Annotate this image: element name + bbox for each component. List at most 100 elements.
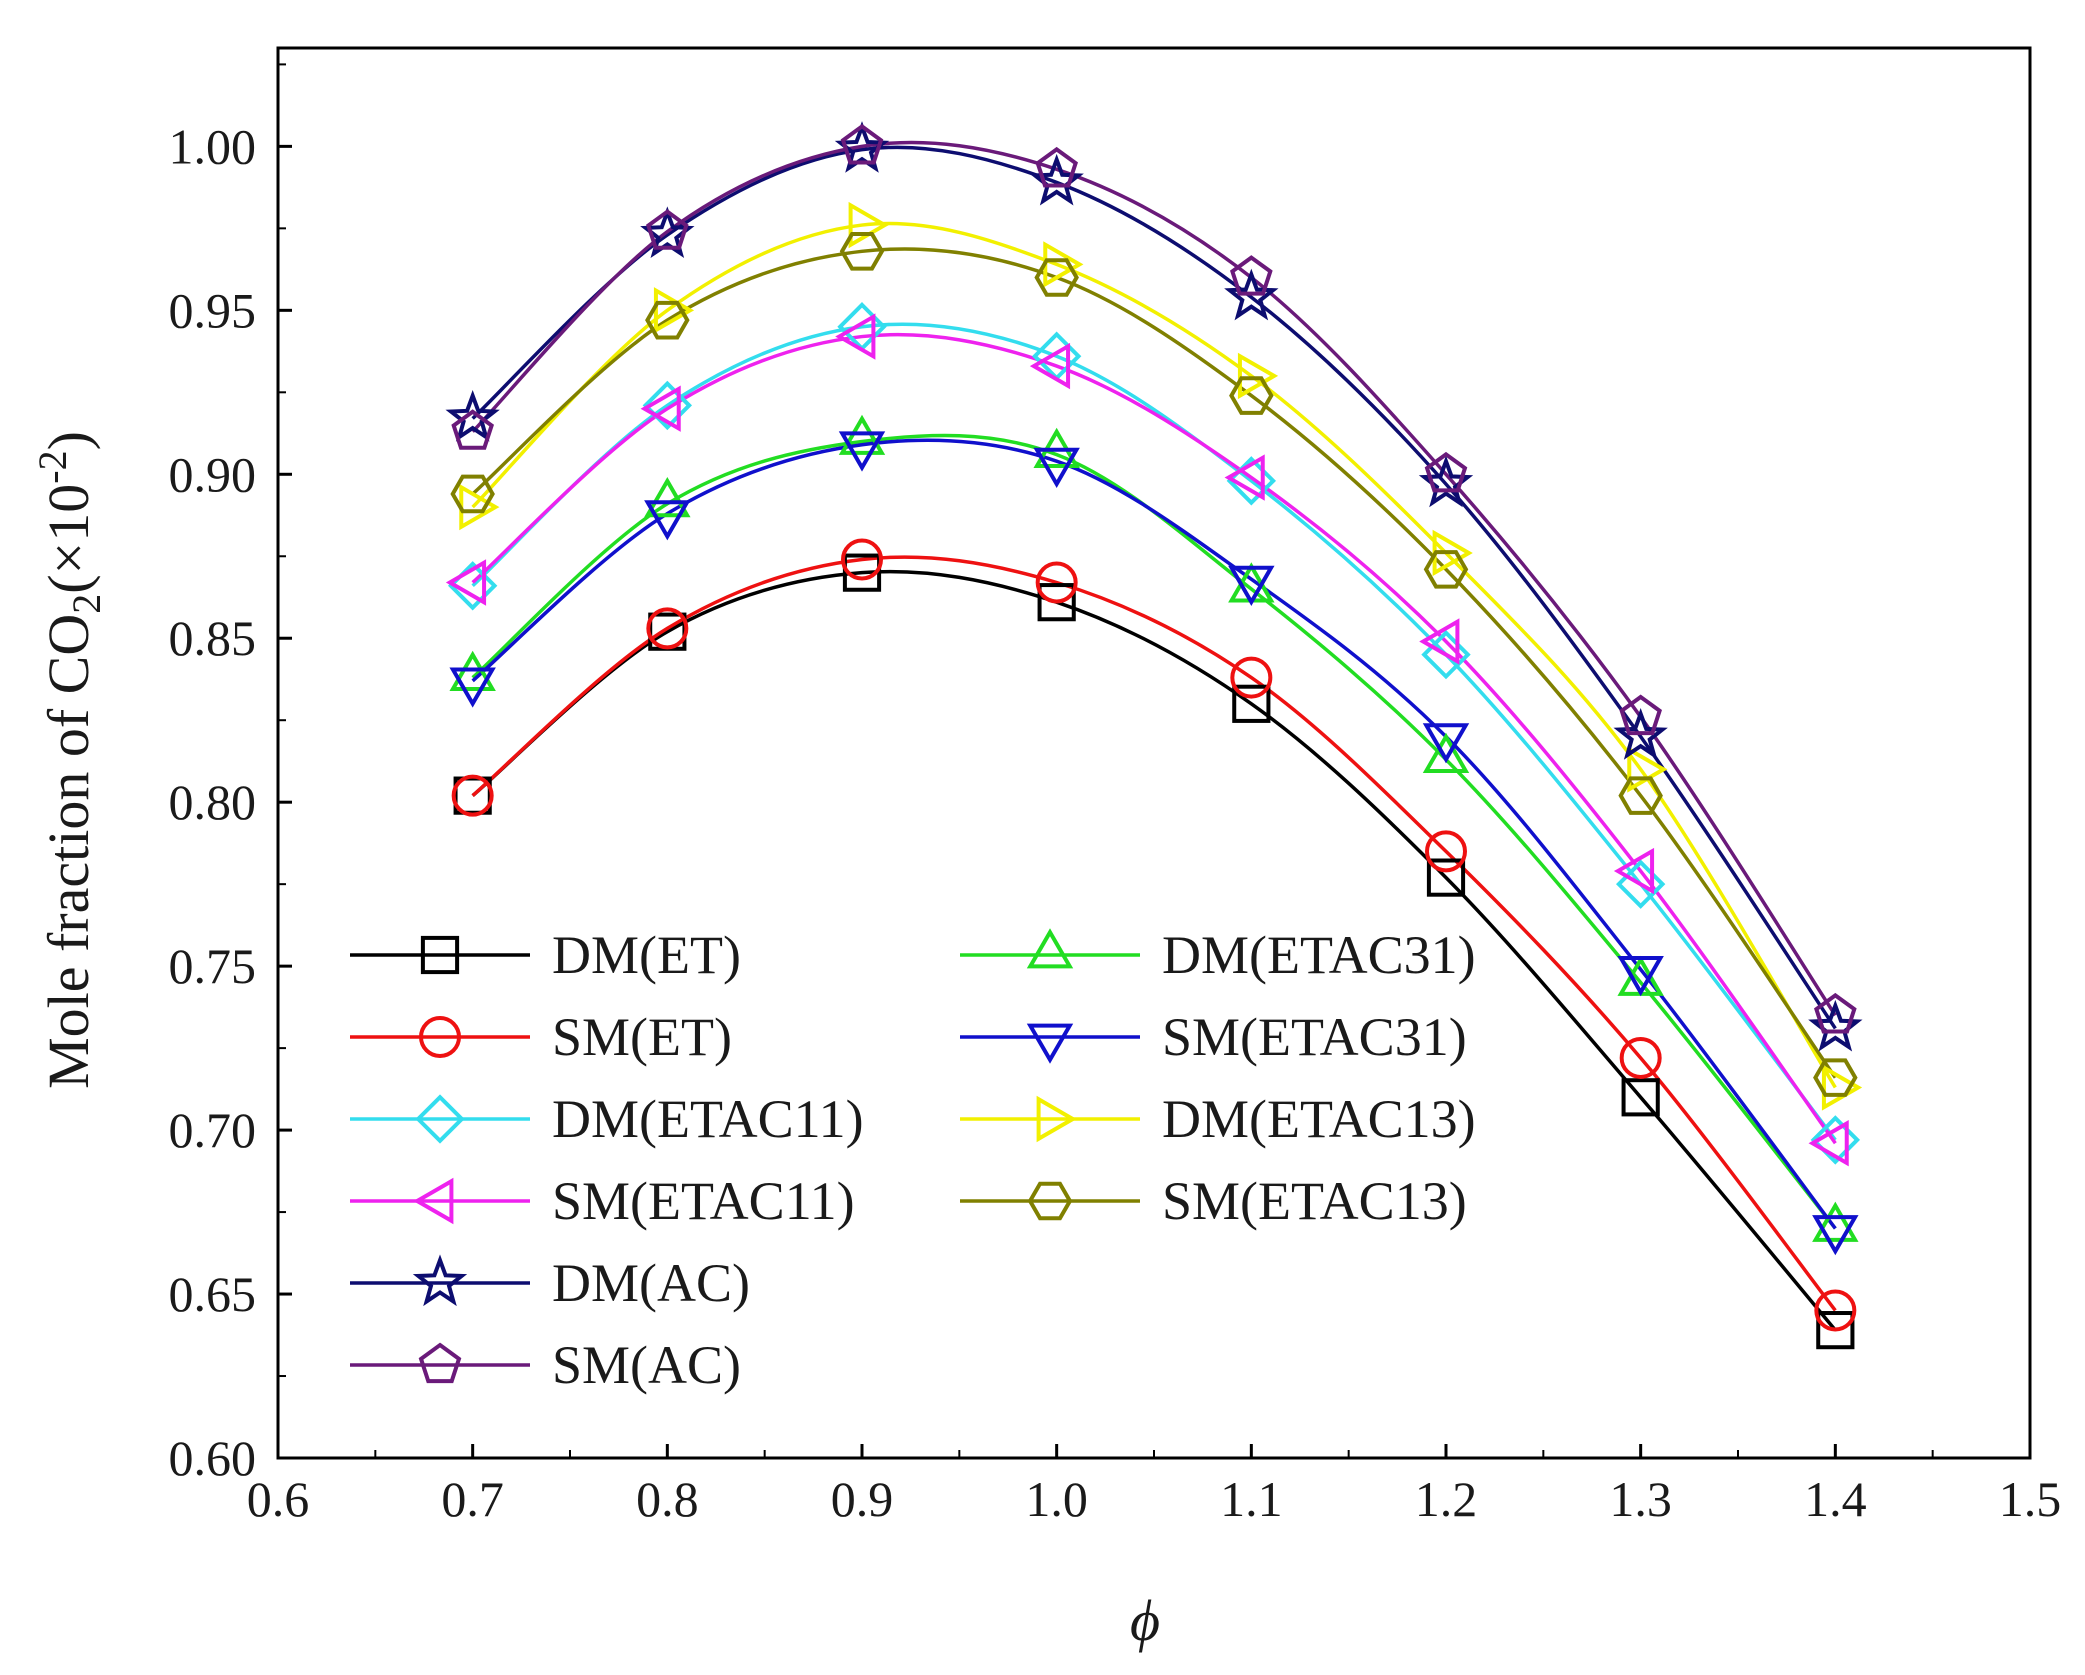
- legend-item: SM(ETAC13): [960, 1171, 1467, 1231]
- data-point: [646, 607, 689, 650]
- data-point: [1814, 992, 1857, 1034]
- data-point: [839, 232, 885, 271]
- legend-item: SM(ETAC11): [350, 1171, 855, 1231]
- legend-item: SM(ET): [350, 1007, 732, 1067]
- data-point: [840, 123, 884, 165]
- data-point: [1419, 618, 1460, 665]
- data-point: [1230, 255, 1273, 296]
- series-line: [471, 145, 1837, 1030]
- series-line: [471, 332, 1837, 1145]
- y-tick-label: 0.65: [169, 1266, 257, 1322]
- data-point: [1037, 583, 1076, 622]
- data-point: [1812, 1215, 1859, 1256]
- legend-marker: [415, 1094, 465, 1144]
- series-markers: [445, 121, 1863, 1350]
- data-point: [1424, 451, 1468, 493]
- y-axis-title-prefix: Mole fraction of CO: [36, 614, 101, 1089]
- data-point: [841, 538, 883, 581]
- data-point: [1619, 694, 1662, 736]
- data-point: [644, 500, 691, 541]
- legend-item: DM(ET): [350, 925, 741, 985]
- data-point: [449, 667, 496, 708]
- data-point: [642, 380, 693, 431]
- data-point: [842, 553, 882, 592]
- legend-label: SM(ET): [552, 1007, 732, 1067]
- y-tick-label: 0.70: [169, 1102, 257, 1158]
- y-axis-title: Mole fraction of CO2(×10-2): [30, 431, 109, 1089]
- y-axis-title-superscript: -2: [30, 450, 75, 483]
- data-point: [1228, 565, 1275, 607]
- data-point: [1224, 454, 1265, 501]
- legend-label: SM(ETAC13): [1162, 1171, 1467, 1231]
- x-tick-label: 0.8: [636, 1471, 699, 1527]
- y-tick-label: 0.75: [169, 938, 257, 994]
- data-point: [640, 385, 681, 432]
- data-point: [1617, 956, 1664, 997]
- data-point: [645, 300, 690, 340]
- data-point: [1232, 684, 1271, 723]
- data-point: [445, 389, 500, 442]
- x-axis-title: ϕ: [1130, 1588, 1160, 1653]
- legend-marker: [412, 1254, 468, 1307]
- data-point: [1029, 342, 1071, 390]
- legend-label: DM(ETAC13): [1162, 1089, 1476, 1149]
- data-point: [1821, 1064, 1863, 1111]
- x-tick-label: 1.5: [1999, 1471, 2062, 1527]
- data-point: [1229, 376, 1274, 415]
- x-tick-label: 1.1: [1220, 1471, 1283, 1527]
- y-axis-title-subscript: 2: [64, 594, 109, 614]
- legend-item: DM(ETAC11): [350, 1089, 864, 1149]
- legend-marker: [1027, 1181, 1073, 1221]
- data-point: [451, 409, 494, 450]
- x-tick-label: 1.2: [1415, 1471, 1478, 1527]
- x-tick-label: 1.0: [1025, 1471, 1088, 1527]
- legend-marker: [419, 1016, 461, 1058]
- data-point: [1035, 146, 1078, 188]
- legend-item: DM(ETAC31): [960, 925, 1476, 985]
- legend-label: DM(ETAC11): [552, 1089, 864, 1149]
- x-tick-label: 0.7: [441, 1471, 504, 1527]
- legend-marker: [1026, 1023, 1074, 1064]
- y-axis-title-suffix: ): [36, 431, 101, 450]
- data-point: [653, 287, 695, 334]
- data-point: [835, 313, 876, 360]
- data-point: [1034, 258, 1079, 297]
- data-point: [1808, 1119, 1849, 1167]
- y-tick-label: 0.90: [169, 446, 257, 502]
- legend-label: DM(AC): [552, 1253, 750, 1313]
- data-point: [1230, 656, 1273, 699]
- data-point: [1423, 550, 1469, 589]
- y-tick-label: 0.60: [169, 1430, 257, 1486]
- data-point: [1812, 1201, 1859, 1242]
- data-point: [1033, 447, 1080, 488]
- y-axis-title-middle: (×10: [36, 484, 101, 594]
- data-point: [451, 774, 494, 817]
- legend-item: SM(ETAC31): [960, 1007, 1467, 1067]
- series-line: [471, 247, 1837, 1079]
- data-point: [1613, 847, 1655, 895]
- y-tick-label: 0.80: [169, 774, 257, 830]
- legend-marker: [1026, 928, 1074, 969]
- data-point: [1224, 268, 1279, 321]
- y-tick-label: 1.00: [169, 118, 257, 174]
- legend-label: SM(AC): [552, 1335, 741, 1395]
- y-tick-label: 0.95: [169, 282, 257, 338]
- data-point: [1814, 1289, 1857, 1332]
- x-tick-label: 1.4: [1804, 1471, 1867, 1527]
- data-point: [1621, 1078, 1660, 1117]
- data-point: [445, 559, 487, 606]
- y-axis-ticks: 0.60 0.65 0.70 0.75 0.80 0.85 0.90 0.95 1.00: [169, 63, 292, 1486]
- legend-label: SM(ETAC31): [1162, 1007, 1467, 1067]
- legend: DM(ET) DM(ETAC31) SM(ET) SM(ETAC31) DM(ETAC1…: [350, 925, 1476, 1395]
- legend-label: DM(ETAC31): [1162, 925, 1476, 985]
- data-point: [1810, 1115, 1861, 1165]
- data-point: [1613, 708, 1668, 760]
- data-point: [1422, 732, 1470, 773]
- data-point: [450, 474, 495, 514]
- legend-marker: [413, 1177, 454, 1225]
- data-point: [838, 431, 886, 472]
- legend-item: SM(AC): [350, 1335, 741, 1395]
- x-axis-ticks: 0.6 0.7 0.8 0.9 1.0 1.1 1.2 1.3 1.4 1.5: [247, 1444, 2062, 1527]
- x-tick-label: 0.6: [247, 1471, 310, 1527]
